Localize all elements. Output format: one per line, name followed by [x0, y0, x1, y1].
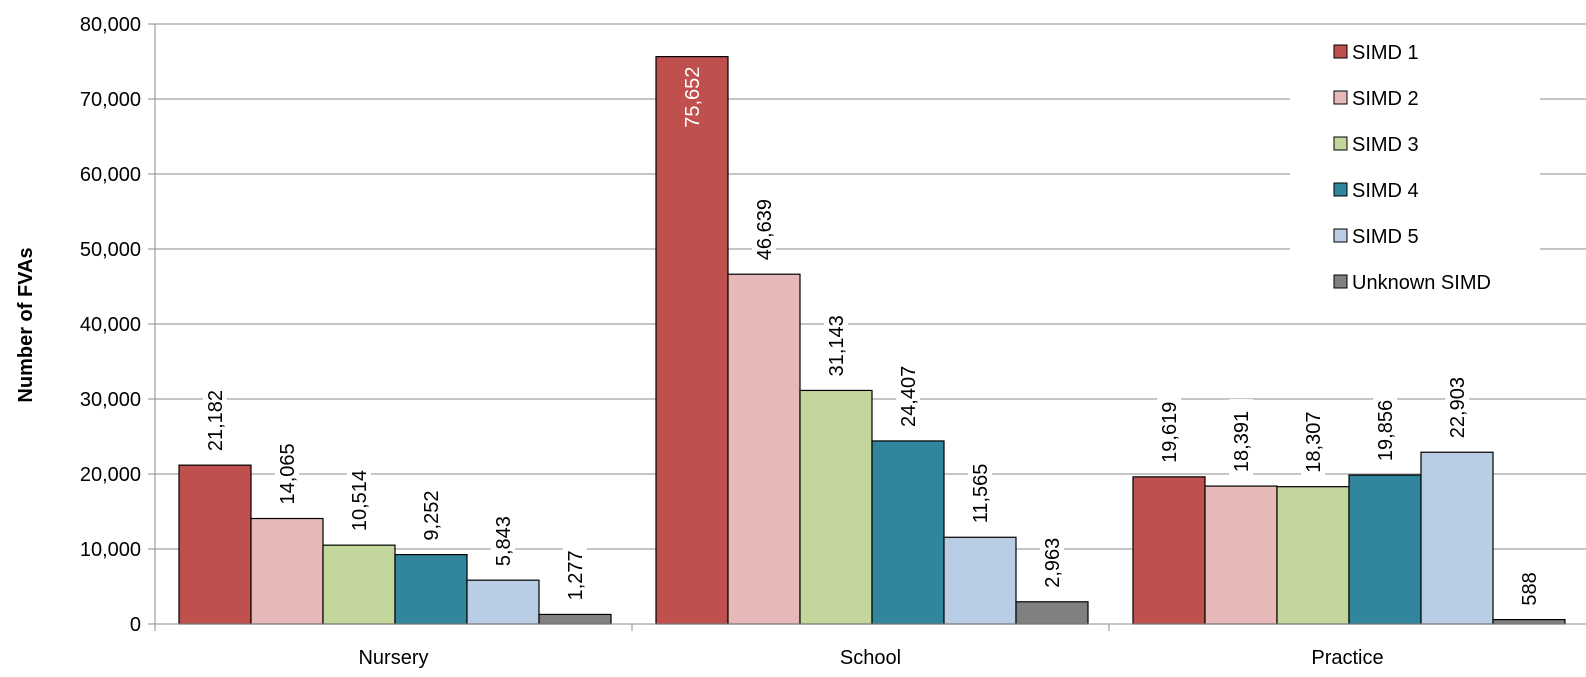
- axes: 0 10,000 20,000 30,000 40,000 50,000 60,000 70,…: [80, 14, 1586, 669]
- data-label-bg: [491, 504, 515, 571]
- data-label-bg: [824, 303, 848, 381]
- bar: [655, 56, 729, 625]
- bar: [538, 613, 612, 625]
- legend-label: SIMD 2: [1352, 88, 1419, 110]
- bar: [727, 273, 801, 625]
- legend-swatch: [1333, 274, 1348, 289]
- data-label: 19,619: [1159, 402, 1181, 463]
- x-tick-label: Nursery: [358, 647, 428, 669]
- data-label: 31,143: [826, 315, 848, 376]
- data-label: 18,391: [1231, 411, 1253, 472]
- x-tick-label: School: [840, 647, 901, 669]
- y-tick-label: 60,000: [80, 164, 141, 186]
- bar: [943, 536, 1017, 625]
- data-label-bg: [752, 187, 776, 265]
- legend-swatch: [1333, 44, 1348, 59]
- bar: [1204, 485, 1278, 625]
- y-tick-label: 70,000: [80, 89, 141, 111]
- data-label: 21,182: [205, 390, 227, 451]
- y-tick-label: 50,000: [80, 239, 141, 261]
- legend-background: [1290, 30, 1540, 310]
- legend-label: SIMD 1: [1352, 42, 1419, 64]
- data-label: 1,277: [565, 550, 587, 600]
- y-tick-label: 10,000: [80, 539, 141, 561]
- bar: [322, 544, 396, 625]
- bar: [1420, 451, 1494, 625]
- data-label-bg: [1373, 388, 1397, 466]
- legend-swatch: [1333, 228, 1348, 243]
- bar: [1276, 486, 1350, 625]
- data-label-bg: [1517, 567, 1541, 610]
- bar: [178, 464, 252, 625]
- legend-swatch: [1333, 182, 1348, 197]
- data-label-bg: [1040, 526, 1064, 592]
- bar: [1132, 476, 1206, 625]
- data-label: 46,639: [754, 199, 776, 260]
- legend-label: SIMD 4: [1352, 180, 1419, 202]
- data-label: 22,903: [1447, 377, 1469, 438]
- data-label: 10,514: [349, 470, 371, 531]
- data-label-bg: [1157, 389, 1181, 467]
- y-tick-label: 80,000: [80, 14, 141, 36]
- legend-label: SIMD 3: [1352, 134, 1419, 156]
- data-label: 2,963: [1042, 538, 1064, 588]
- data-label: 75,652: [682, 67, 704, 128]
- x-tick-label: Practice: [1311, 647, 1383, 669]
- bar: [871, 440, 945, 625]
- bar: [1492, 618, 1566, 625]
- data-label-bg: [419, 479, 443, 545]
- legend: SIMD 1 SIMD 2 SIMD 3 SIMD 4 SIMD 5 Unknown SI…: [1290, 30, 1540, 310]
- data-label: 19,856: [1375, 400, 1397, 461]
- legend-swatch: [1333, 90, 1348, 105]
- data-label-bg: [203, 378, 227, 456]
- y-tick-label: 20,000: [80, 464, 141, 486]
- bar: [250, 517, 324, 625]
- bar: [1015, 601, 1089, 625]
- bar: [1348, 474, 1422, 625]
- data-label-bg: [275, 431, 299, 509]
- data-label-bg: [896, 353, 920, 431]
- y-tick-label: 0: [130, 614, 141, 636]
- data-label-bg: [347, 458, 371, 536]
- y-tick-label: 40,000: [80, 314, 141, 336]
- legend-label: Unknown SIMD: [1352, 272, 1491, 294]
- bar: [394, 554, 468, 625]
- data-label: 24,407: [898, 366, 920, 427]
- data-label: 588: [1519, 572, 1541, 605]
- data-label: 18,307: [1303, 412, 1325, 473]
- data-label-bg: [968, 450, 992, 528]
- data-label: 9,252: [421, 491, 443, 541]
- data-label: 11,565: [970, 464, 992, 524]
- data-label-bg: [1445, 365, 1469, 443]
- data-label-bg: [1301, 399, 1325, 477]
- legend-label: SIMD 5: [1352, 226, 1419, 248]
- y-tick-label: 30,000: [80, 389, 141, 411]
- legend-swatch: [1333, 136, 1348, 151]
- bars: [178, 56, 1566, 625]
- data-label: 5,843: [493, 516, 515, 566]
- data-label: 14,065: [277, 443, 299, 504]
- y-axis-label: Number of FVAs: [15, 247, 37, 402]
- data-label-bg: [563, 538, 587, 605]
- bar: [799, 389, 873, 625]
- data-label-bg: [1229, 399, 1253, 477]
- data-labels: 21,182 14,065 10,514 9,252 5,843 1,277 75,652 4…: [203, 67, 1541, 610]
- bar: [466, 579, 540, 625]
